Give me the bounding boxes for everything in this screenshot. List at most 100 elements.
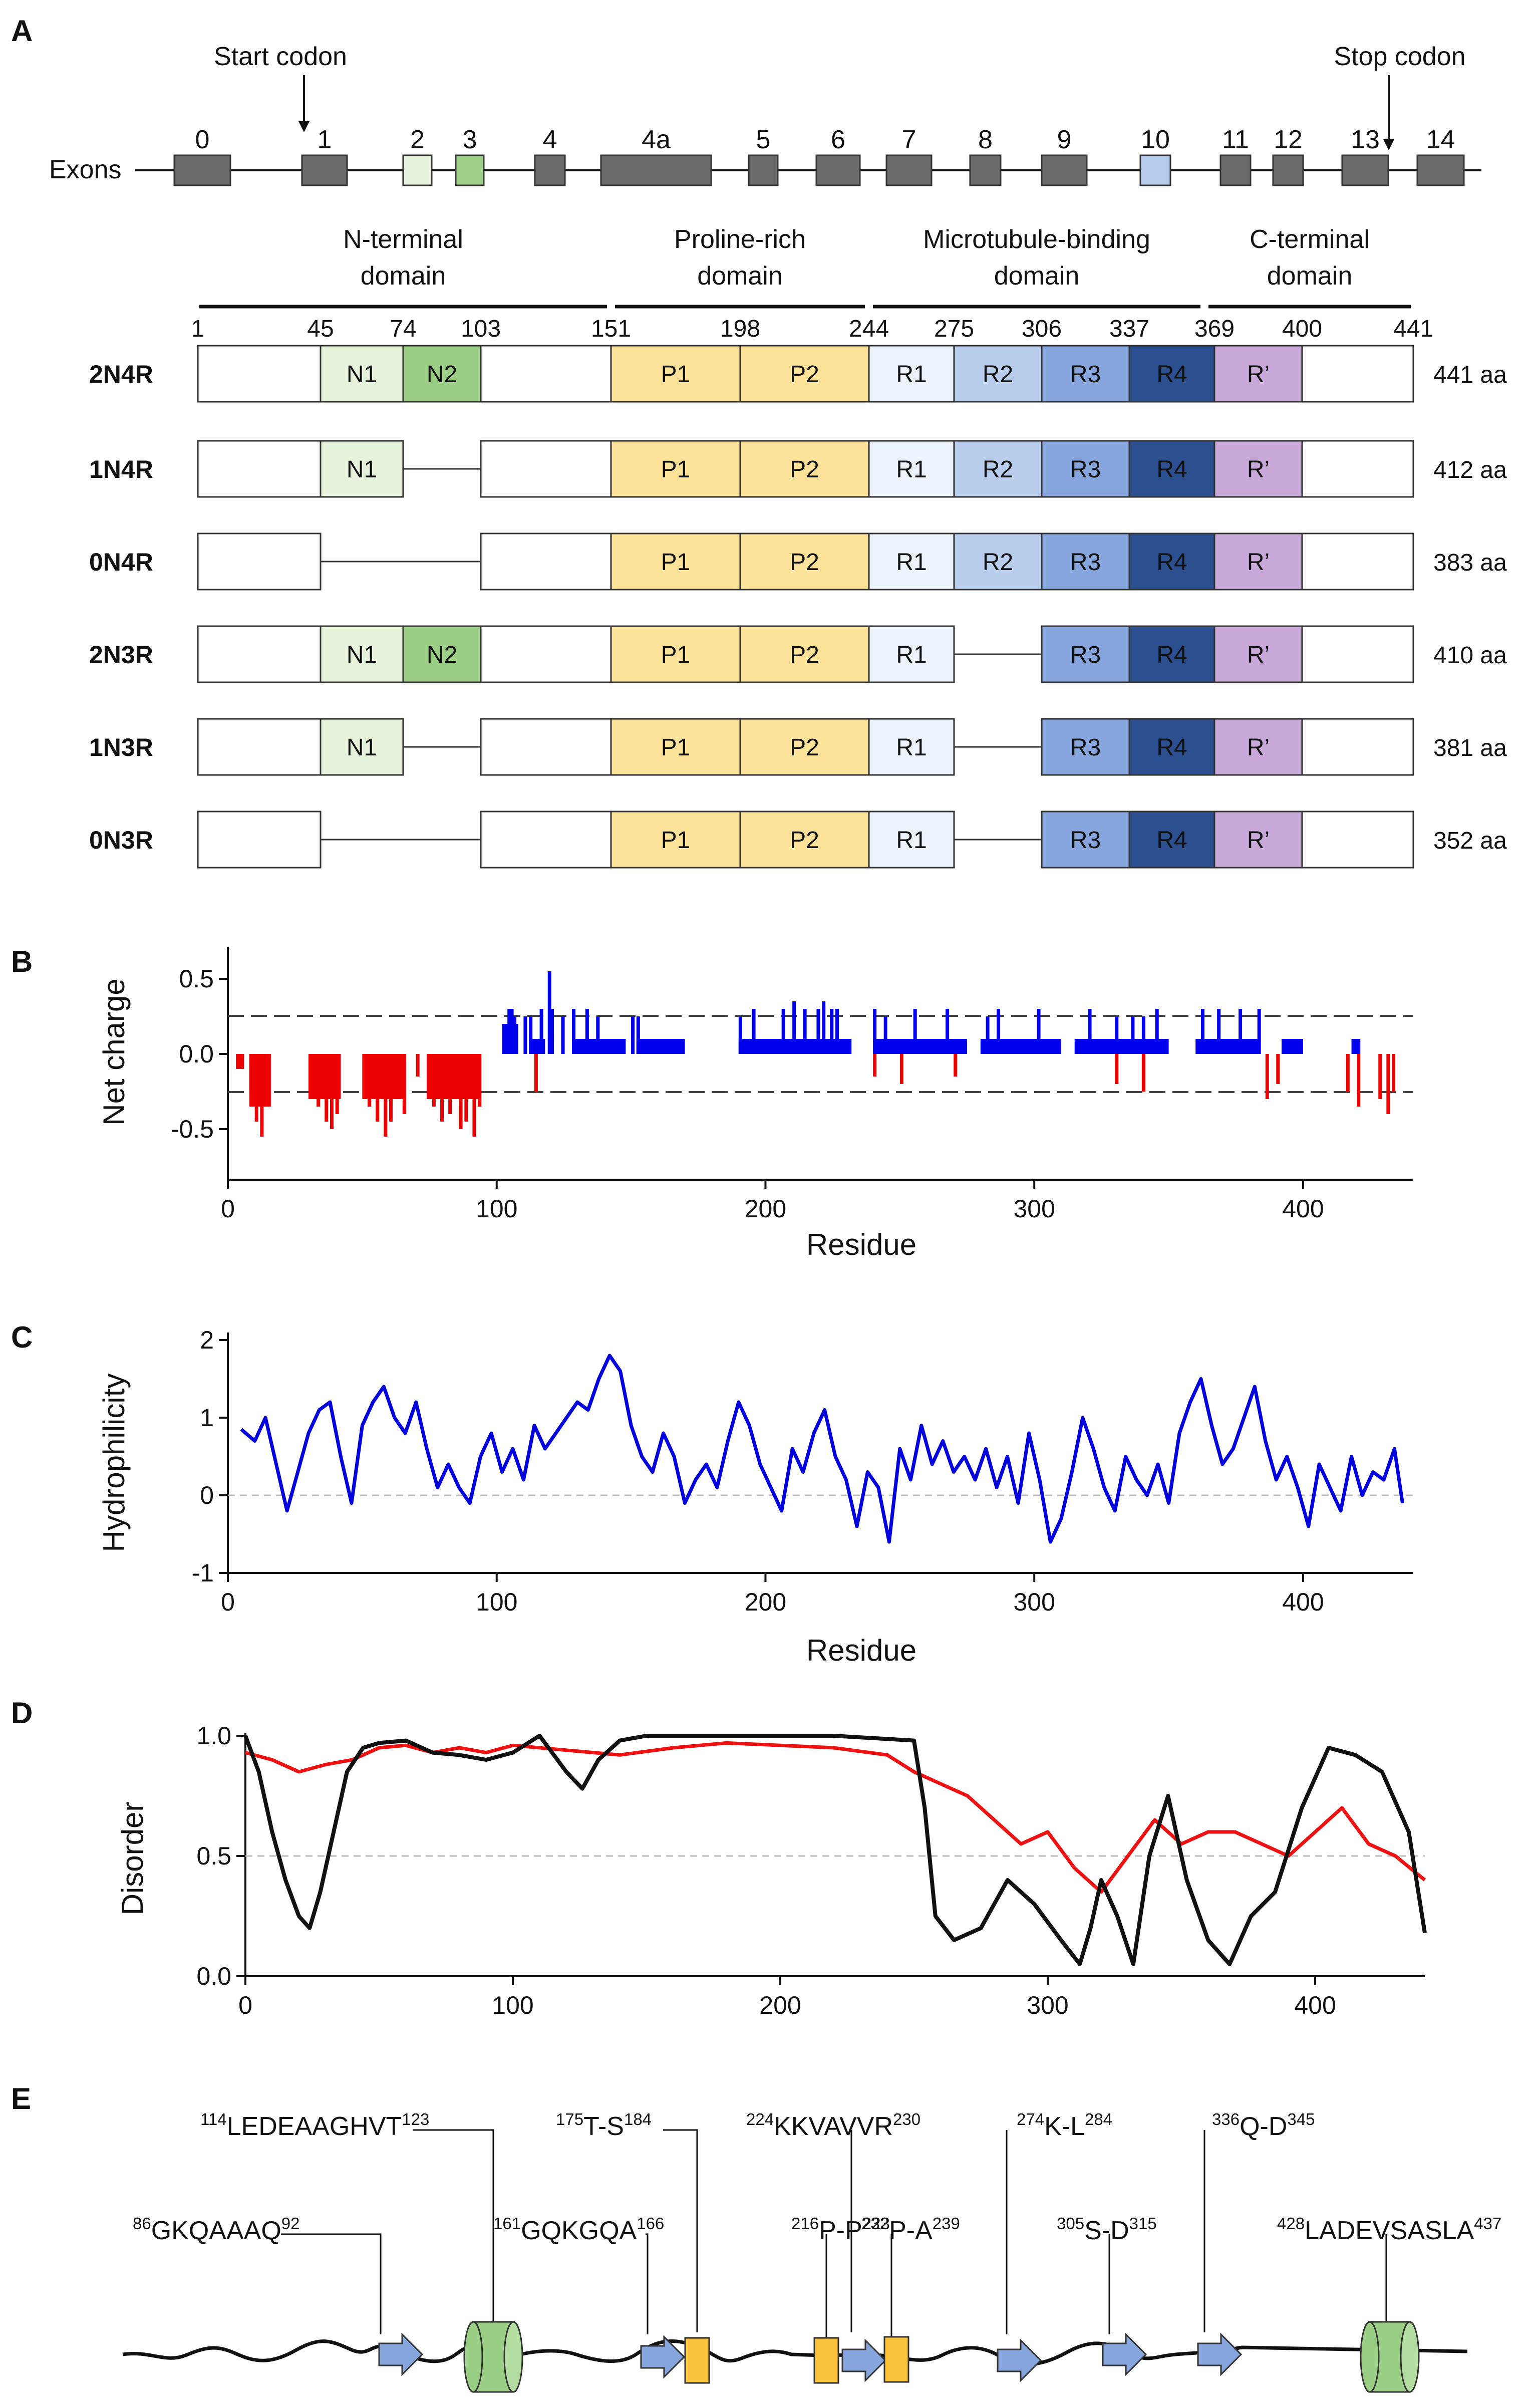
helix-icon-end	[1360, 2321, 1380, 2393]
segment-label: R1	[896, 456, 927, 483]
beta-strand-icon	[640, 2335, 686, 2379]
x-tick-label: 100	[476, 1195, 517, 1223]
c-x-label: Residue	[806, 1634, 916, 1667]
e-annotation-end: 166	[637, 2214, 664, 2233]
exon-12	[1272, 154, 1304, 186]
e-annotations: 114LEDEAAGHVT123 175T-S184 224KKVAVVR230 27…	[133, 2110, 1501, 2338]
segment-label: R1	[896, 361, 927, 388]
e-annotation-start: 175	[556, 2110, 583, 2128]
charge-bar-negative	[309, 1054, 341, 1099]
d-disorder-line-black	[243, 1734, 1427, 1966]
x-tick-label: 300	[1027, 1991, 1068, 2019]
exon-4a	[600, 154, 712, 186]
segment-label: P2	[790, 361, 819, 388]
segment-R2	[953, 345, 1043, 403]
beta-strand-icon	[841, 2338, 887, 2382]
charge-bar-positive	[752, 1009, 756, 1054]
domain-headers: N-terminal domain Proline-rich domain Microt…	[199, 225, 1411, 309]
e-annotation-start: 274	[1017, 2110, 1044, 2128]
residue-marks: 1 45 74 103 151 198 244 275 306 337 369 400 441	[191, 316, 1433, 342]
domain-title: domain	[1267, 261, 1353, 291]
segment-blank	[1301, 440, 1414, 498]
e-annotation-end: 315	[1129, 2214, 1157, 2233]
segment-R4	[1128, 718, 1215, 776]
e-annotation-seq: T-S	[583, 2112, 624, 2141]
e-annotation-label: 161GQKGQA166	[493, 2214, 664, 2245]
segment-R4	[1128, 532, 1215, 591]
y-tick-label: 0.5	[179, 965, 214, 993]
charge-bar-negative	[534, 1054, 538, 1092]
exon-6	[815, 154, 861, 186]
segment-label: R’	[1247, 456, 1270, 483]
residue-mark: 400	[1282, 316, 1322, 342]
turn-icon	[883, 2336, 909, 2383]
e-annotation-label: 175T-S184	[556, 2110, 652, 2141]
isoform-row-2N4R: 2N4R 441 aa N1 N2 P1 P2 R1 R2 R3 R4 R’	[89, 345, 1507, 403]
charge-bar-positive	[997, 1009, 1001, 1054]
segment-blank	[1301, 625, 1414, 683]
segment-blank	[1301, 532, 1414, 591]
panel-label-b: B	[11, 945, 33, 978]
charge-bar-negative	[1265, 1054, 1269, 1099]
exon-9	[1041, 154, 1088, 186]
e-annotation-end: 239	[933, 2214, 960, 2233]
charge-bar-positive	[547, 971, 551, 1054]
exon-label: 10	[1141, 125, 1170, 154]
e-annotation-seq: GKQAAAQ	[151, 2216, 281, 2245]
domain-title: domain	[994, 261, 1080, 291]
c-y-label: Hydrophilicity	[97, 1374, 131, 1552]
charge-bar-positive	[1141, 1016, 1145, 1054]
segment-blank	[480, 718, 612, 776]
segment-label: R’	[1247, 549, 1270, 576]
charge-bar-positive	[1074, 1039, 1169, 1054]
exon-label: 12	[1274, 125, 1303, 154]
segment-R1	[868, 345, 955, 403]
charge-bar-negative	[899, 1054, 903, 1084]
segment-N1	[320, 345, 404, 403]
segment-label: R4	[1156, 361, 1187, 388]
e-annotation-start: 232	[861, 2214, 889, 2233]
segment-label: P2	[790, 827, 819, 854]
charge-bar-positive	[1217, 1009, 1221, 1054]
segment-blank	[480, 345, 612, 403]
segment-P1	[610, 532, 741, 591]
charge-bar-positive	[631, 1016, 635, 1054]
charge-bar-positive	[1282, 1039, 1303, 1054]
segment-R3	[1041, 625, 1130, 683]
e-annotation-end: 284	[1085, 2110, 1112, 2128]
x-tick-label: 300	[1013, 1588, 1055, 1616]
domain-title: Proline-rich	[674, 225, 806, 254]
exons-label: Exons	[49, 155, 122, 184]
segment-blank	[480, 532, 612, 591]
e-annotation-end: 223	[862, 2214, 890, 2233]
segment-label: N1	[347, 734, 377, 761]
residue-mark: 151	[591, 316, 631, 342]
segment-R1	[868, 625, 955, 683]
residue-mark: 74	[390, 316, 416, 342]
segment-P2	[739, 345, 870, 403]
e-annotation-label: 305S-D315	[1057, 2214, 1157, 2245]
e-annotation-start: 216	[791, 2214, 819, 2233]
e-annotation-start: 336	[1212, 2110, 1240, 2128]
exon-4	[534, 154, 566, 186]
exon-7	[885, 154, 933, 186]
charge-bar-negative	[1357, 1054, 1361, 1107]
segment-R1	[868, 811, 955, 869]
exon-label: 8	[978, 125, 993, 154]
isoform-length: 352 aa	[1433, 828, 1507, 854]
exon-8	[969, 154, 1002, 186]
charge-bar-positive	[585, 1009, 589, 1054]
residue-mark: 103	[461, 316, 501, 342]
y-tick-label: 0.0	[179, 1040, 214, 1068]
panel-b: B 0 100 200 300 400 0.5 0.0 -0.5 Residue Net ch…	[11, 945, 1413, 1261]
x-tick-label: 400	[1282, 1195, 1324, 1223]
exon-3	[455, 154, 485, 186]
e-annotation-end: 184	[624, 2110, 652, 2128]
exon-map: 0 1 2 3 4 4a 5 6 7 8 9 10 11 12 13 14	[173, 125, 1465, 186]
segment-blank	[1301, 811, 1414, 869]
isoform-name: 1N4R	[89, 455, 153, 483]
segment-label: R3	[1070, 734, 1101, 761]
segment-label: P2	[790, 549, 819, 576]
